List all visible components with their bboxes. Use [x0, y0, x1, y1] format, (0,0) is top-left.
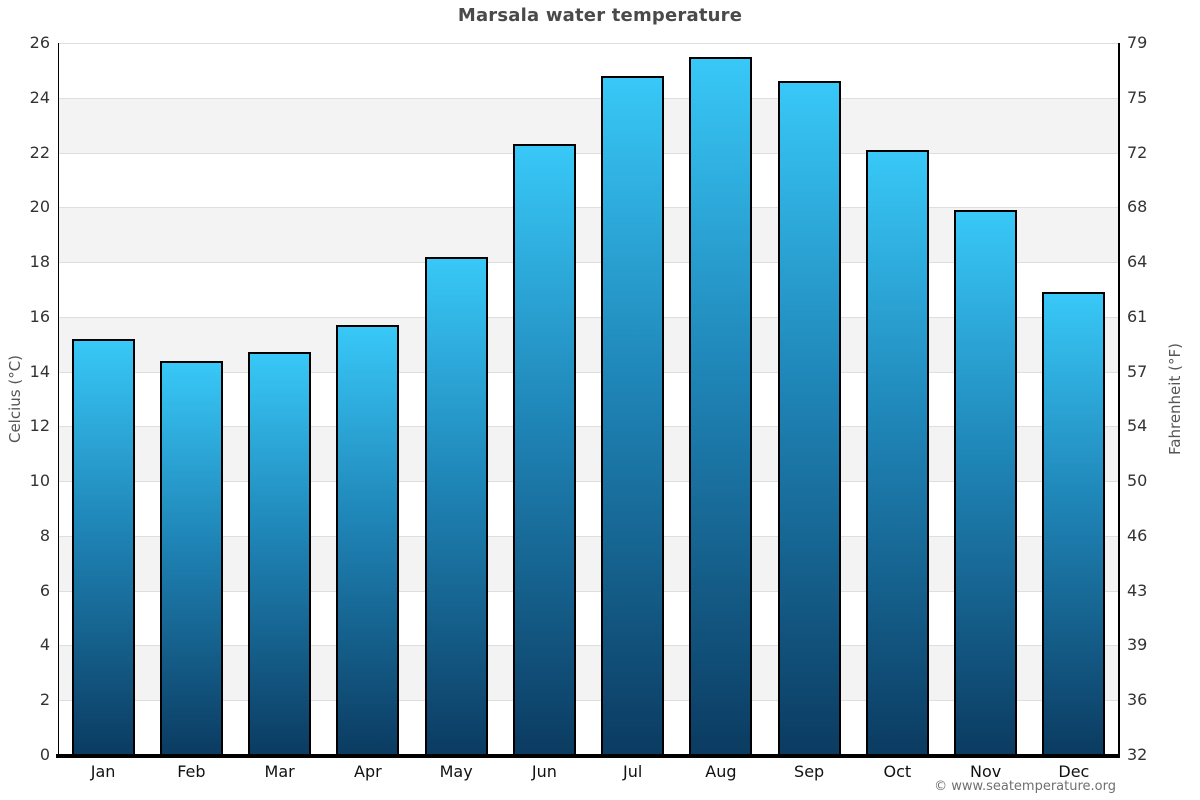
gridline — [59, 700, 1118, 702]
plot-band — [59, 43, 1118, 98]
chart-title: Marsala water temperature — [457, 5, 743, 26]
plot-band — [59, 207, 1118, 263]
y-tick-label-celsius: 12 — [29, 416, 50, 436]
y-axis-line-left — [57, 43, 59, 755]
plot-band — [59, 426, 1118, 482]
y-tick-label-celsius: 26 — [29, 33, 50, 52]
bar-aug — [689, 56, 753, 755]
plot-band — [59, 590, 1118, 646]
plot-band — [59, 152, 1118, 208]
bar-dec — [1042, 292, 1106, 755]
y-tick-label-celsius: 6 — [39, 580, 50, 600]
bar-sep — [777, 81, 841, 755]
y-tick-label-fahrenheit: 75 — [1127, 87, 1148, 107]
y-tick-label-fahrenheit: 68 — [1127, 197, 1148, 217]
y-tick-label-fahrenheit: 79 — [1127, 33, 1148, 52]
gridline — [59, 97, 1118, 99]
gridline — [59, 207, 1118, 209]
plot-band — [59, 700, 1118, 755]
y-tick-label-celsius: 16 — [29, 306, 50, 326]
plot-band — [59, 481, 1118, 536]
x-tick-label-jul: Jul — [622, 762, 643, 781]
x-tick-label-mar: Mar — [264, 762, 295, 781]
plot-band — [59, 316, 1118, 372]
y-tick-label-celsius: 18 — [29, 252, 50, 272]
y-tick-label-celsius: 4 — [39, 635, 50, 655]
bar-nov — [954, 210, 1018, 755]
bar-oct — [865, 149, 929, 755]
y-tick-label-fahrenheit: 54 — [1127, 416, 1148, 436]
y-tick-label-fahrenheit: 43 — [1127, 580, 1148, 600]
gridline — [59, 481, 1118, 483]
y-tick-label-fahrenheit: 46 — [1127, 525, 1148, 545]
x-tick-label-dec: Dec — [1058, 762, 1090, 781]
y-tick-label-fahrenheit: 50 — [1127, 471, 1148, 491]
y-tick-label-fahrenheit: 64 — [1127, 252, 1148, 272]
gridline — [59, 645, 1118, 647]
bar-jul — [601, 75, 665, 755]
gridline — [59, 262, 1118, 264]
bar-feb — [159, 360, 223, 755]
gridline — [59, 316, 1118, 318]
x-tick-label-may: May — [439, 762, 473, 781]
y-tick-label-fahrenheit: 39 — [1127, 635, 1148, 655]
y-tick-label-celsius: 10 — [29, 471, 50, 491]
plot-band — [59, 97, 1118, 153]
y-tick-label-celsius: 2 — [39, 690, 50, 710]
y-tick-label-fahrenheit: 61 — [1127, 306, 1148, 326]
plot-band — [59, 371, 1118, 427]
y-tick-label-celsius: 24 — [29, 87, 50, 107]
gridline — [59, 371, 1118, 373]
x-tick-label-oct: Oct — [883, 762, 912, 781]
plot-area — [59, 43, 1118, 755]
x-tick-label-feb: Feb — [177, 762, 206, 781]
y-tick-label-fahrenheit: 32 — [1127, 745, 1148, 764]
copyright-text: © www.seatemperature.org — [934, 779, 1116, 794]
y-axis-line-right — [1118, 43, 1120, 755]
bar-jun — [512, 144, 576, 755]
y-tick-label-celsius: 0 — [39, 745, 50, 764]
y-tick-label-celsius: 22 — [29, 142, 50, 162]
gridline — [59, 43, 1118, 44]
y-tick-label-fahrenheit: 36 — [1127, 690, 1148, 710]
plot-band — [59, 645, 1118, 701]
bar-may — [424, 256, 488, 755]
bar-jan — [71, 338, 135, 755]
bar-apr — [336, 325, 400, 755]
gridline — [59, 426, 1118, 428]
y-tick-label-fahrenheit: 57 — [1127, 361, 1148, 381]
gridline — [59, 152, 1118, 154]
x-tick-label-aug: Aug — [705, 762, 737, 781]
y-tick-label-celsius: 20 — [29, 197, 50, 217]
x-tick-label-jan: Jan — [90, 762, 116, 781]
plot-band — [59, 535, 1118, 591]
y-tick-label-celsius: 8 — [39, 525, 50, 545]
y-axis-title-fahrenheit: Fahrenheit (°F) — [1166, 343, 1184, 455]
gridline — [59, 535, 1118, 537]
gridline — [59, 590, 1118, 592]
y-tick-label-celsius: 14 — [29, 361, 50, 381]
y-axis-title-celsius: Celcius (°C) — [6, 354, 24, 444]
x-tick-label-jun: Jun — [531, 762, 557, 781]
x-tick-label-apr: Apr — [354, 762, 382, 781]
bar-mar — [248, 352, 312, 755]
x-axis-line — [56, 754, 1120, 758]
x-tick-label-sep: Sep — [794, 762, 825, 781]
x-tick-label-nov: Nov — [970, 762, 1002, 781]
y-tick-label-fahrenheit: 72 — [1127, 142, 1148, 162]
plot-band — [59, 262, 1118, 317]
